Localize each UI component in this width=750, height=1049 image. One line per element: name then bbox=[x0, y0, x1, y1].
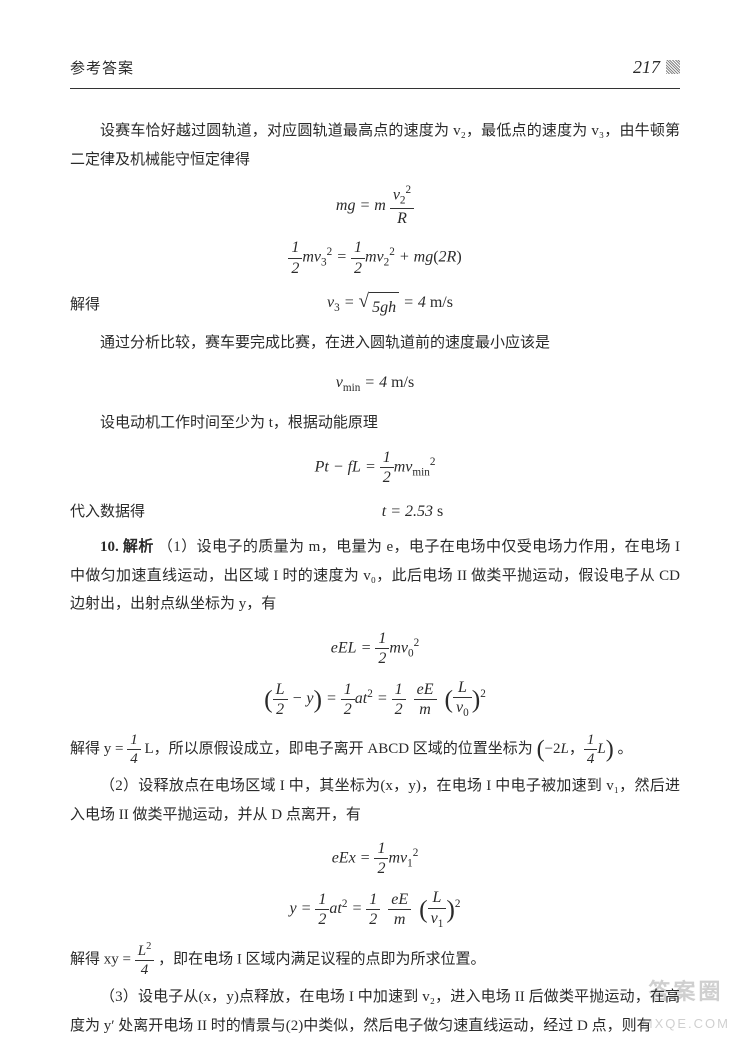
paragraph-6: （2）设释放点在电场区域 I 中，其坐标为(x，y)，在电场 I 中电子被加速到… bbox=[70, 772, 680, 829]
p5-b: L，所以原假设成立，即电子离开 ABCD 区域的位置坐标为 bbox=[144, 741, 532, 757]
equation-4: vmin = 4 m/s bbox=[70, 368, 680, 399]
label-jiede: 解得 bbox=[70, 291, 100, 320]
watermark-bottom: MXQE.COM bbox=[642, 1012, 730, 1037]
p7-b: ，即在电场 I 区域内满足议程的点即为所求位置。 bbox=[158, 952, 486, 968]
header-title: 参考答案 bbox=[70, 55, 134, 84]
paragraph-5: 解得 y = 14 L，所以原假设成立，即电子离开 ABCD 区域的位置坐标为 … bbox=[70, 731, 680, 768]
page-number-block: 217 bbox=[633, 50, 680, 84]
row-dairu: 代入数据得 t = 2.53 s bbox=[70, 497, 680, 527]
page-number: 217 bbox=[633, 50, 660, 84]
p5-c: 。 bbox=[617, 741, 632, 757]
paragraph-1: 设赛车恰好越过圆轨道，对应圆轨道最高点的速度为 v₂，最低点的速度为 v₃，由牛… bbox=[70, 117, 680, 174]
p5-a: 解得 y = bbox=[70, 741, 127, 757]
watermark: 答案圈 MXQE.COM bbox=[642, 971, 730, 1037]
equation-1: mg = m v22R bbox=[70, 184, 680, 228]
equation-9: eEx = 12mv12 bbox=[70, 839, 680, 878]
page-header: 参考答案 217 bbox=[70, 50, 680, 89]
equation-8: (L2 − y) = 12at2 = 12 eEm (Lv0)2 bbox=[70, 678, 680, 721]
equation-3: v3 = 5gh = 4 m/s bbox=[100, 288, 680, 323]
problem-label: 10. 解析 bbox=[100, 539, 154, 555]
paragraph-3: 设电动机工作时间至少为 t，根据动能原理 bbox=[70, 409, 680, 438]
watermark-top: 答案圈 bbox=[642, 971, 730, 1013]
equation-7: eEL = 12mv02 bbox=[70, 629, 680, 668]
label-dairu: 代入数据得 bbox=[70, 498, 145, 527]
page-mark-icon bbox=[666, 60, 680, 74]
paragraph-4-body: （1）设电子的质量为 m，电量为 e，电子在电场中仅受电场力作用，在电场 I 中… bbox=[70, 539, 680, 612]
paragraph-4: 10. 解析 （1）设电子的质量为 m，电量为 e，电子在电场中仅受电场力作用，… bbox=[70, 533, 680, 619]
row-jiede-1: 解得 v3 = 5gh = 4 m/s bbox=[70, 288, 680, 323]
p7-a: 解得 xy = bbox=[70, 952, 135, 968]
paragraph-2: 通过分析比较，赛车要完成比赛，在进入圆轨道前的速度最小应该是 bbox=[70, 329, 680, 358]
equation-5: Pt − fL = 12mvmin2 bbox=[70, 448, 680, 487]
equation-6: t = 2.53 s bbox=[145, 497, 680, 527]
paragraph-8: （3）设电子从(x，y)点释放，在电场 I 中加速到 v₂，进入电场 II 后做… bbox=[70, 983, 680, 1040]
equation-10: y = 12at2 = 12 eEm (Lv1)2 bbox=[70, 888, 680, 931]
equation-2: 12mv32 = 12mv22 + mg(2R) bbox=[70, 238, 680, 277]
paragraph-7: 解得 xy = L24 ，即在电场 I 区域内满足议程的点即为所求位置。 bbox=[70, 941, 680, 979]
